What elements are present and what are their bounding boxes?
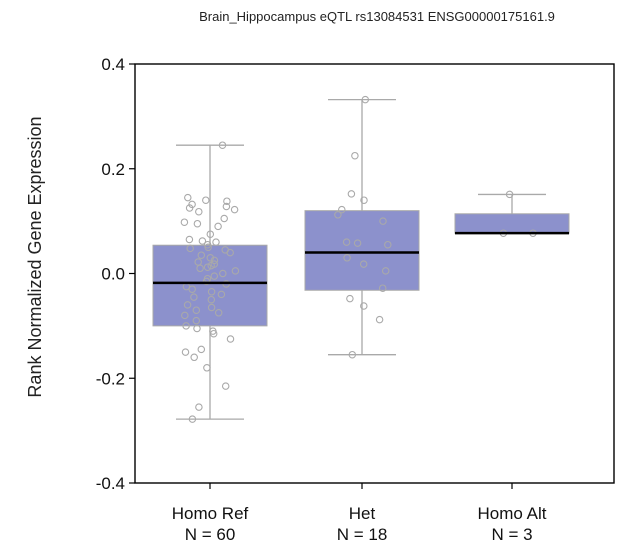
data-point — [221, 382, 230, 390]
x-tick-count-label: N = 18 — [337, 525, 388, 544]
y-tick-label: 0.2 — [101, 160, 125, 179]
iqr-box — [304, 210, 420, 291]
y-tick-label: -0.4 — [96, 474, 125, 493]
data-point — [346, 294, 354, 303]
data-point — [184, 193, 192, 202]
y-tick-label: 0.4 — [101, 55, 125, 74]
data-point — [193, 324, 201, 333]
data-point — [203, 364, 211, 372]
iqr-box — [152, 244, 268, 327]
data-point — [384, 240, 392, 249]
data-point — [181, 311, 189, 320]
data-point — [198, 237, 207, 245]
data-point — [207, 295, 216, 304]
data-point — [342, 238, 351, 246]
data-point — [378, 284, 387, 292]
data-point — [207, 288, 216, 296]
data-point — [180, 218, 189, 226]
data-point — [218, 141, 227, 149]
data-point — [226, 335, 235, 343]
data-point — [343, 254, 351, 262]
data-point — [207, 303, 216, 312]
y-tick-label: 0.0 — [101, 265, 125, 284]
data-point — [186, 244, 194, 253]
iqr-box — [454, 213, 570, 234]
box-group-2 — [454, 190, 570, 237]
data-point — [197, 345, 206, 354]
data-point — [190, 293, 198, 301]
data-point — [222, 202, 231, 211]
data-point — [206, 230, 215, 238]
x-tick-count-label: N = 60 — [185, 525, 236, 544]
data-point — [347, 190, 356, 198]
data-point — [195, 207, 203, 216]
data-point — [181, 348, 190, 356]
data-point — [192, 306, 201, 314]
data-point — [207, 261, 215, 270]
x-tick-label: Homo Ref — [172, 504, 249, 523]
data-point — [338, 205, 346, 214]
axes: Homo Ref N = 60 Het N = 18 Homo Alt N = 3 0.4 0… — [96, 55, 615, 544]
data-point — [505, 190, 514, 199]
data-point — [217, 290, 226, 299]
data-point — [193, 219, 202, 228]
data-point — [192, 316, 201, 325]
data-point — [334, 211, 342, 219]
data-point — [212, 238, 220, 246]
data-point — [360, 196, 368, 204]
data-point — [195, 403, 203, 411]
chart-title: Brain_Hippocampus eQTL rs13084531 ENSG00… — [199, 9, 555, 24]
plot-area — [152, 95, 570, 423]
y-tick-label: -0.2 — [96, 369, 125, 388]
data-point — [351, 151, 359, 160]
data-point — [188, 415, 197, 423]
data-point — [203, 263, 212, 271]
x-tick-count-label: N = 3 — [491, 525, 532, 544]
data-point — [202, 277, 211, 286]
data-point — [360, 302, 368, 310]
data-point — [231, 267, 240, 275]
data-point — [204, 243, 212, 252]
x-tick-label: Homo Alt — [478, 504, 547, 523]
data-point — [379, 217, 387, 225]
data-point — [185, 204, 194, 212]
data-point — [359, 260, 368, 268]
data-point — [220, 214, 228, 223]
data-point — [348, 350, 357, 359]
data-point — [223, 197, 231, 205]
data-point — [353, 239, 362, 247]
data-point — [196, 264, 204, 273]
data-point — [209, 329, 218, 338]
data-point — [197, 251, 206, 259]
data-point — [188, 285, 196, 293]
data-point — [183, 301, 192, 309]
x-tick-label: Het — [349, 504, 376, 523]
data-point — [219, 269, 227, 278]
box-group-1 — [304, 95, 420, 359]
data-point — [214, 309, 223, 317]
data-point — [190, 353, 198, 362]
data-point — [214, 222, 222, 231]
data-point — [210, 272, 219, 280]
data-point — [226, 248, 234, 257]
data-point — [182, 322, 190, 330]
box-group-0 — [152, 141, 268, 423]
data-point — [361, 95, 370, 104]
data-point — [230, 205, 239, 214]
data-point — [381, 267, 390, 275]
y-axis-label: Rank Normalized Gene Expression — [25, 116, 45, 397]
data-point — [210, 256, 219, 265]
data-point — [185, 235, 194, 244]
data-point — [375, 315, 384, 324]
data-point — [202, 196, 210, 204]
